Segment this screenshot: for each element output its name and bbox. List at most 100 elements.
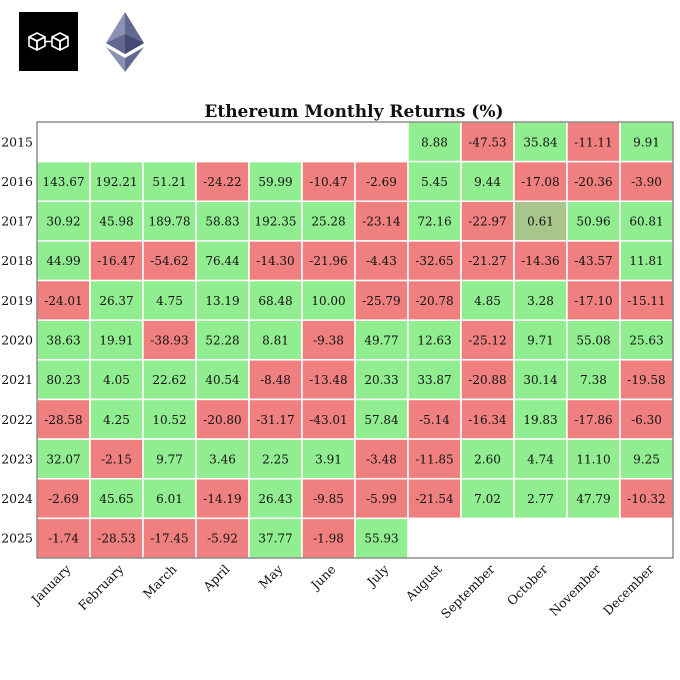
cell-value-label: 8.88 [421, 135, 448, 149]
month-tick-label: July [363, 561, 393, 591]
heatmap-cell [195, 160, 250, 203]
cell-value-label: -8.48 [260, 373, 291, 387]
cell-value-label: -21.54 [415, 492, 454, 506]
cell-value-label: 4.75 [156, 294, 183, 308]
heatmap-cell [407, 160, 462, 203]
cell-value-label: -13.48 [309, 373, 347, 387]
cell-value-label: 2.60 [474, 452, 501, 466]
heatmap-cell [460, 240, 515, 282]
heatmap-cell [619, 359, 674, 401]
cell-value-label: 5.45 [421, 175, 448, 189]
cell-value-label: -16.47 [97, 254, 135, 268]
cell-value-label: -5.99 [366, 492, 397, 506]
cell-value-label: -11.85 [415, 452, 453, 466]
cell-value-label: 192.21 [96, 175, 138, 189]
heatmap-cell [619, 240, 674, 282]
cell-value-label: 51.21 [152, 175, 186, 189]
cell-value-label: 55.08 [576, 334, 610, 348]
cell-value-label: -2.15 [101, 452, 132, 466]
heatmap-cell [36, 240, 91, 282]
cell-value-label: -6.30 [631, 413, 662, 427]
cell-value-label: -17.45 [150, 532, 188, 546]
cell-value-label: 50.96 [576, 215, 610, 229]
heatmap-cell [619, 160, 674, 203]
heatmap-cell [248, 517, 303, 559]
heatmap-cell [566, 279, 621, 321]
cell-value-label: 59.99 [258, 175, 292, 189]
cell-value-label: 9.71 [527, 334, 554, 348]
cell-value-label: 26.37 [99, 294, 133, 308]
cell-value-label: 19.83 [523, 413, 557, 427]
heatmap-cell [354, 160, 409, 203]
cell-value-label: 25.63 [629, 334, 663, 348]
month-tick-label: May [256, 561, 287, 592]
heatmap-cell-labels: 8.88 -47.53 35.84 -11.11 9.91 143.67 192.21 51.… [43, 135, 666, 545]
heatmap-cell [142, 398, 197, 440]
month-tick-label: March [140, 562, 180, 602]
heatmap-cell [354, 200, 409, 242]
heatmap-cell [407, 398, 462, 440]
month-tick-label: April [199, 562, 232, 595]
year-tick-label: 2016 [1, 174, 33, 189]
cell-value-label: -1.74 [48, 532, 79, 546]
heatmap-cell [248, 398, 303, 440]
cell-value-label: 3.91 [315, 452, 342, 466]
year-tick-label: 2015 [1, 134, 33, 149]
cell-value-label: -14.36 [521, 254, 559, 268]
ethereum-logo-icon [105, 12, 145, 72]
cell-value-label: -2.69 [48, 492, 79, 506]
cell-value-label: 9.44 [474, 175, 501, 189]
cell-value-label: 11.10 [576, 452, 610, 466]
cell-value-label: -14.30 [256, 254, 294, 268]
cell-value-label: 0.61 [527, 215, 554, 229]
year-tick-label: 2021 [1, 372, 33, 387]
cell-value-label: -21.27 [468, 254, 506, 268]
cell-value-label: -4.43 [366, 254, 397, 268]
heatmap-cell [566, 438, 621, 480]
heatmap-cell [566, 477, 621, 520]
cell-value-label: 30.92 [46, 215, 80, 229]
heatmap-cell [354, 477, 409, 520]
cell-value-label: 26.43 [258, 492, 292, 506]
cell-value-label: 3.46 [209, 452, 236, 466]
cell-value-label: 4.25 [103, 413, 130, 427]
heatmap-cell [566, 160, 621, 203]
cell-value-label: 37.77 [258, 532, 292, 546]
heatmap-cell [513, 279, 568, 321]
cell-value-label: 9.91 [633, 135, 660, 149]
cell-value-label: -54.62 [150, 254, 188, 268]
cell-value-label: 9.25 [633, 452, 660, 466]
year-tick-label: 2024 [1, 491, 33, 506]
cell-value-label: -20.88 [468, 373, 506, 387]
heatmap-cell [301, 438, 356, 480]
heatmap-cell [354, 438, 409, 480]
heatmap-cell [36, 438, 91, 480]
cell-value-label: -28.53 [97, 532, 135, 546]
cell-value-label: 20.33 [364, 373, 398, 387]
heatmap-cell [36, 160, 91, 203]
heatmap-cell [407, 200, 462, 242]
heatmap-cell [513, 359, 568, 401]
year-tick-label: 2022 [1, 412, 33, 427]
cell-value-label: 72.16 [417, 215, 451, 229]
cell-value-label: 6.01 [156, 492, 183, 506]
cell-value-label: -22.97 [468, 215, 506, 229]
heatmap-cell [354, 398, 409, 440]
cell-value-label: -23.14 [362, 215, 401, 229]
linked-cubes-logo-icon [19, 12, 78, 71]
heatmap-cell [248, 279, 303, 321]
cell-value-label: -47.53 [468, 135, 506, 149]
cell-value-label: -38.93 [150, 334, 188, 348]
cell-value-label: -19.58 [627, 373, 665, 387]
heatmap-cell [248, 477, 303, 520]
heatmap-cells [36, 121, 674, 559]
heatmap-cell [89, 477, 144, 520]
cell-value-label: -17.08 [521, 175, 559, 189]
cell-value-label: 2.77 [527, 492, 554, 506]
cell-value-label: -16.34 [468, 413, 507, 427]
year-tick-label: 2017 [1, 214, 33, 229]
cell-value-label: 143.67 [43, 175, 85, 189]
heatmap-cell [89, 240, 144, 282]
cell-value-label: -10.47 [309, 175, 347, 189]
